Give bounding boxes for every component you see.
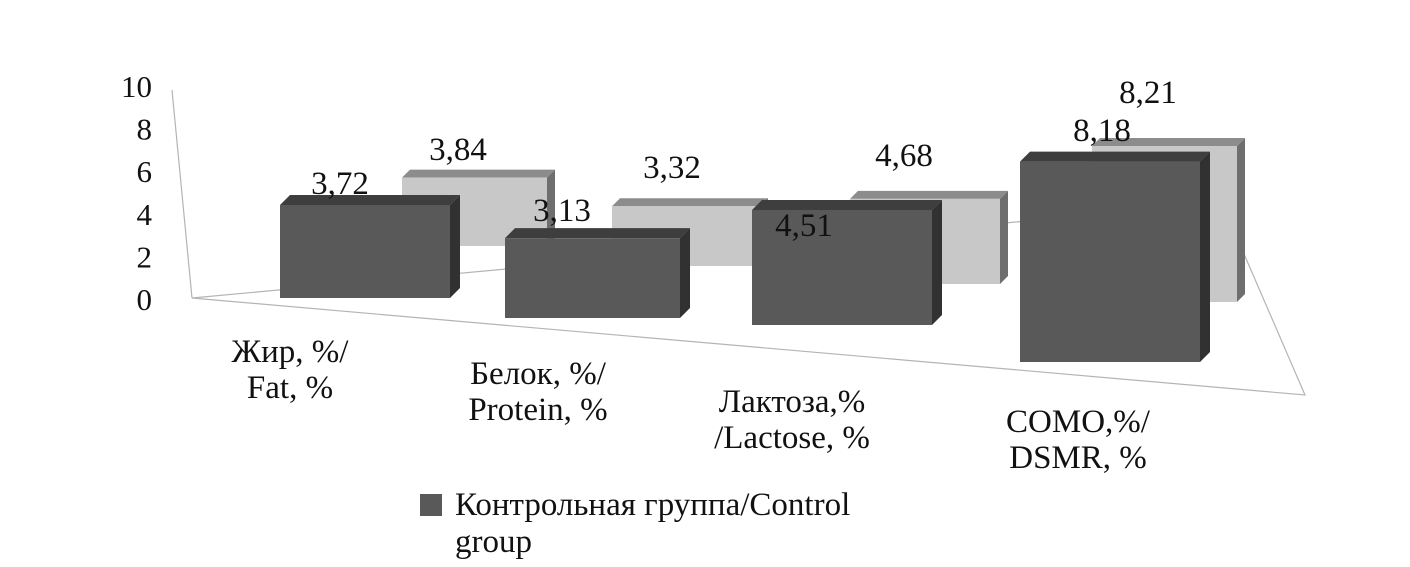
bar-front <box>752 209 932 325</box>
y-tick-label: 4 <box>137 197 153 232</box>
bar-front-side <box>450 195 460 298</box>
x-axis: Жир, %/Fat, % Белок, %/Protein, % Лактоза,… <box>232 334 1151 476</box>
legend-swatch <box>420 494 442 516</box>
data-label-front: 3,13 <box>533 193 591 229</box>
bar-front-side <box>1200 151 1210 362</box>
bar-front-top <box>1020 151 1210 162</box>
x-category-label: Белок, %/Protein, % <box>468 356 607 428</box>
bar-back-side <box>1237 138 1245 302</box>
y-tick-label: 10 <box>121 69 152 104</box>
bar-front <box>505 238 680 318</box>
bar-front <box>280 205 450 298</box>
bar-back-top <box>402 169 555 178</box>
data-label-back: 8,21 <box>1119 75 1177 111</box>
legend: Контрольная группа/Control group <box>420 487 850 560</box>
legend-label-line2: group <box>455 524 532 560</box>
bar-back-side <box>547 169 555 246</box>
bar-back-side <box>1000 190 1008 284</box>
y-tick-label: 8 <box>137 112 153 147</box>
data-label-back: 3,84 <box>429 132 487 168</box>
bar-back-top <box>1092 138 1245 147</box>
bar-back-top <box>612 198 768 207</box>
bar-front-side <box>680 228 690 318</box>
bar-back-top <box>850 190 1008 199</box>
data-labels: 3,84 3,32 4,68 8,21 3,72 3,13 4,51 8,18 <box>311 75 1177 244</box>
bar-front-top <box>505 228 690 239</box>
bars <box>280 138 1245 362</box>
bar-front <box>1020 161 1200 362</box>
bar-front-side <box>932 199 942 325</box>
data-label-front: 4,51 <box>775 208 833 244</box>
data-label-front: 8,18 <box>1073 113 1131 149</box>
y-tick-label: 6 <box>137 154 153 189</box>
bar-front-top <box>752 199 942 210</box>
legend-label-line1: Контрольная группа/Control <box>455 487 850 523</box>
data-label-back: 4,68 <box>875 138 933 174</box>
y-tick-label: 2 <box>137 239 153 274</box>
x-category-label: СОМО,%/DSMR, % <box>1006 404 1151 476</box>
axis-line <box>171 89 193 299</box>
x-category-label: Жир, %/Fat, % <box>232 334 350 406</box>
x-category-label: Лактоза,%/Lactose, % <box>714 384 870 456</box>
y-tick-label: 0 <box>137 282 153 317</box>
y-axis: 0 2 4 6 8 10 <box>121 69 153 317</box>
data-label-back: 3,32 <box>643 150 701 186</box>
data-label-front: 3,72 <box>311 166 369 202</box>
bar-front-top <box>280 195 460 205</box>
